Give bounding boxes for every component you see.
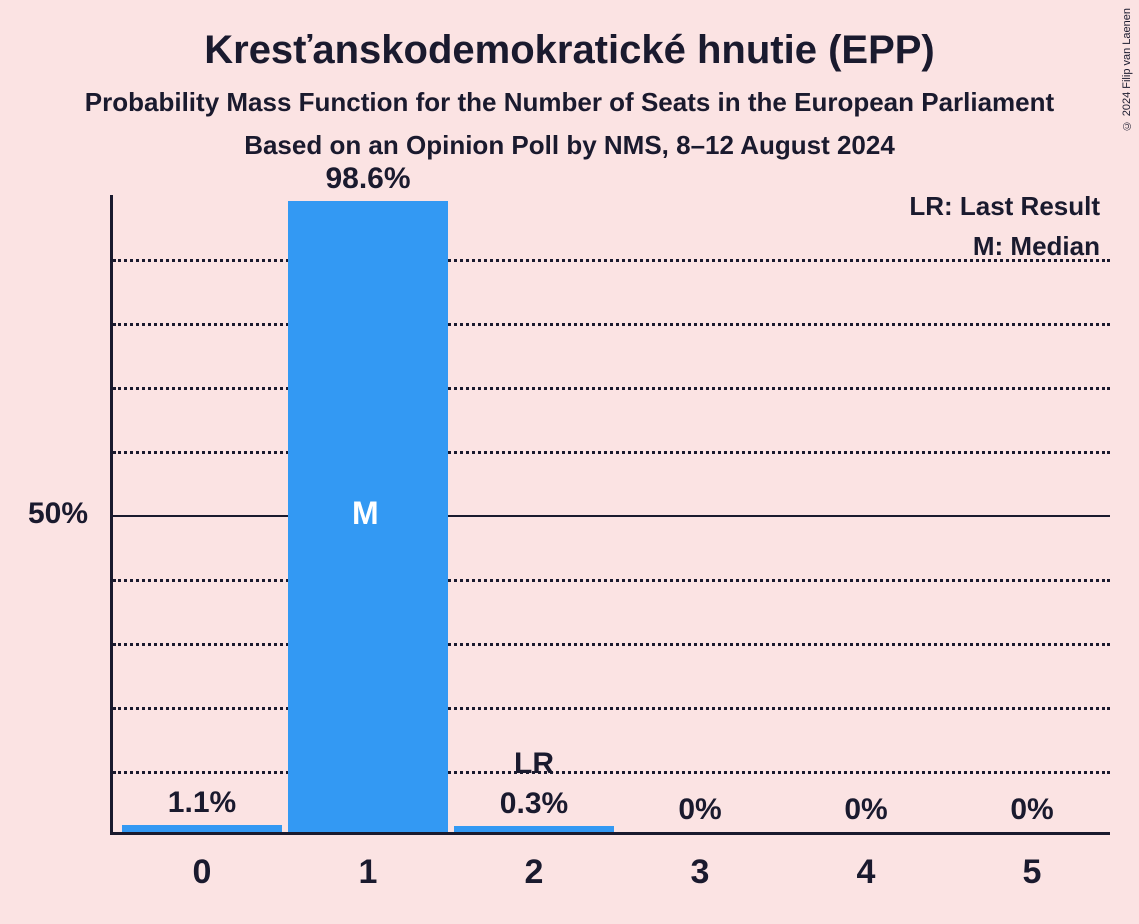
x-tick-label: 3 bbox=[620, 853, 780, 892]
gridline-minor bbox=[113, 643, 1110, 646]
bar-value-label: 98.6% bbox=[268, 162, 468, 196]
bar-value-label: 0% bbox=[932, 793, 1132, 827]
gridline-minor bbox=[113, 707, 1110, 710]
x-tick-label: 2 bbox=[454, 853, 614, 892]
chart-plot-area: 50% 1.1%98.6%0.3%0%0%0% M LR LR: Last Re… bbox=[110, 195, 1110, 835]
y-axis-label-50: 50% bbox=[28, 497, 88, 531]
gridline-minor bbox=[113, 259, 1110, 262]
lr-marker: LR bbox=[514, 747, 554, 781]
x-tick-label: 5 bbox=[952, 853, 1112, 892]
chart-subtitle-2: Based on an Opinion Poll by NMS, 8–12 Au… bbox=[0, 130, 1139, 161]
legend-m: M: Median bbox=[973, 231, 1100, 262]
gridline-minor bbox=[113, 579, 1110, 582]
x-tick-label: 4 bbox=[786, 853, 946, 892]
median-marker: M bbox=[352, 495, 379, 532]
y-axis bbox=[110, 195, 113, 835]
gridline-minor bbox=[113, 451, 1110, 454]
gridline-minor bbox=[113, 387, 1110, 390]
x-tick-label: 0 bbox=[122, 853, 282, 892]
gridline-major bbox=[113, 515, 1110, 517]
bar-value-label: 1.1% bbox=[102, 786, 302, 820]
x-tick-label: 1 bbox=[288, 853, 448, 892]
gridline-minor bbox=[113, 771, 1110, 774]
gridline-minor bbox=[113, 323, 1110, 326]
chart-subtitle-1: Probability Mass Function for the Number… bbox=[0, 87, 1139, 118]
bar bbox=[122, 825, 282, 832]
x-axis bbox=[110, 832, 1110, 835]
legend-lr: LR: Last Result bbox=[909, 191, 1100, 222]
copyright-text: © 2024 Filip van Laenen bbox=[1121, 8, 1133, 131]
chart-title: Kresťanskodemokratické hnutie (EPP) bbox=[0, 0, 1139, 73]
